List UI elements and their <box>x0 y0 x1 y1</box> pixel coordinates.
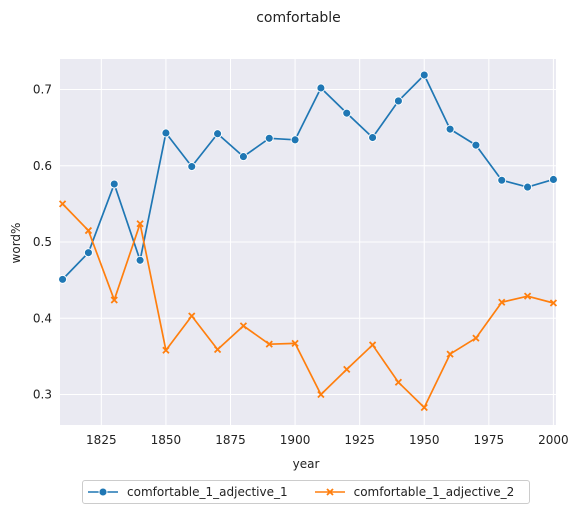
series-line <box>61 74 554 280</box>
data-point <box>161 128 171 138</box>
data-point <box>83 248 93 258</box>
legend-item-series-1: comfortable_1_adjective_1 <box>87 485 288 499</box>
series-1 <box>58 70 558 284</box>
data-point <box>343 365 351 373</box>
data-point <box>445 124 455 134</box>
data-point <box>549 299 558 307</box>
x-tick-label: 1875 <box>215 433 246 447</box>
data-point <box>368 341 377 349</box>
data-point <box>213 345 222 354</box>
data-point <box>393 96 403 106</box>
y-tick-label: 0.6 <box>33 159 52 173</box>
data-point <box>446 350 454 358</box>
data-point <box>213 129 223 139</box>
data-point <box>187 162 197 171</box>
data-point <box>162 346 170 354</box>
y-tick-label: 0.4 <box>33 311 52 325</box>
data-point <box>239 322 248 330</box>
x-tick-label: 1825 <box>86 433 117 447</box>
data-point <box>291 339 299 348</box>
x-tick-label: 1900 <box>280 433 311 447</box>
data-point <box>497 175 507 185</box>
y-axis-label: word% <box>9 223 23 264</box>
y-tick-label: 0.7 <box>33 83 52 97</box>
legend-label-series-2: comfortable_1_adjective_2 <box>353 485 515 499</box>
legend: comfortable_1_adjective_1 comfortable_1_… <box>82 480 530 504</box>
y-tick-label: 0.3 <box>33 388 52 402</box>
x-tick-label: 1925 <box>344 433 375 447</box>
line-chart: comfortable 1825 1850 1875 1900 1925 1950 1975… <box>9 10 569 471</box>
series-lines <box>58 70 558 412</box>
data-point <box>419 70 429 80</box>
chart-title: comfortable <box>256 10 341 26</box>
data-point <box>290 135 300 145</box>
x-tick-label: 2000 <box>538 433 569 447</box>
x-marker-icon <box>314 488 345 496</box>
series-2 <box>58 200 558 412</box>
gridlines <box>60 59 556 425</box>
data-point <box>342 108 352 118</box>
data-point <box>317 390 325 399</box>
data-point <box>472 334 480 342</box>
y-axis-ticks: 0.3 0.4 0.5 0.6 0.7 <box>33 83 52 402</box>
x-axis-label: year <box>293 457 320 471</box>
x-tick-label: 1975 <box>474 433 505 447</box>
series-line <box>61 203 554 409</box>
data-point <box>523 182 533 192</box>
data-point <box>58 200 67 208</box>
data-point <box>498 298 506 306</box>
data-point <box>523 292 532 300</box>
legend-item-series-2: comfortable_1_adjective_2 <box>314 485 515 499</box>
y-tick-label: 0.5 <box>33 235 52 249</box>
data-point <box>238 152 248 162</box>
data-point <box>109 179 119 189</box>
data-point <box>394 378 403 386</box>
data-point <box>84 226 93 235</box>
data-point <box>368 133 378 142</box>
x-axis-ticks: 1825 1850 1875 1900 1925 1950 1975 2000 <box>86 433 569 447</box>
data-point <box>420 403 428 412</box>
data-point <box>135 255 145 265</box>
data-point <box>471 140 481 150</box>
data-point <box>58 274 68 284</box>
data-point <box>188 312 196 320</box>
data-point <box>265 340 273 348</box>
data-point <box>110 296 118 304</box>
data-point <box>136 220 144 228</box>
data-point <box>264 133 274 143</box>
legend-label-series-1: comfortable_1_adjective_1 <box>127 485 288 499</box>
circle-marker-icon <box>88 487 118 497</box>
x-tick-label: 1850 <box>151 433 182 447</box>
data-point <box>548 175 558 184</box>
x-tick-label: 1950 <box>409 433 440 447</box>
data-point <box>316 83 326 93</box>
